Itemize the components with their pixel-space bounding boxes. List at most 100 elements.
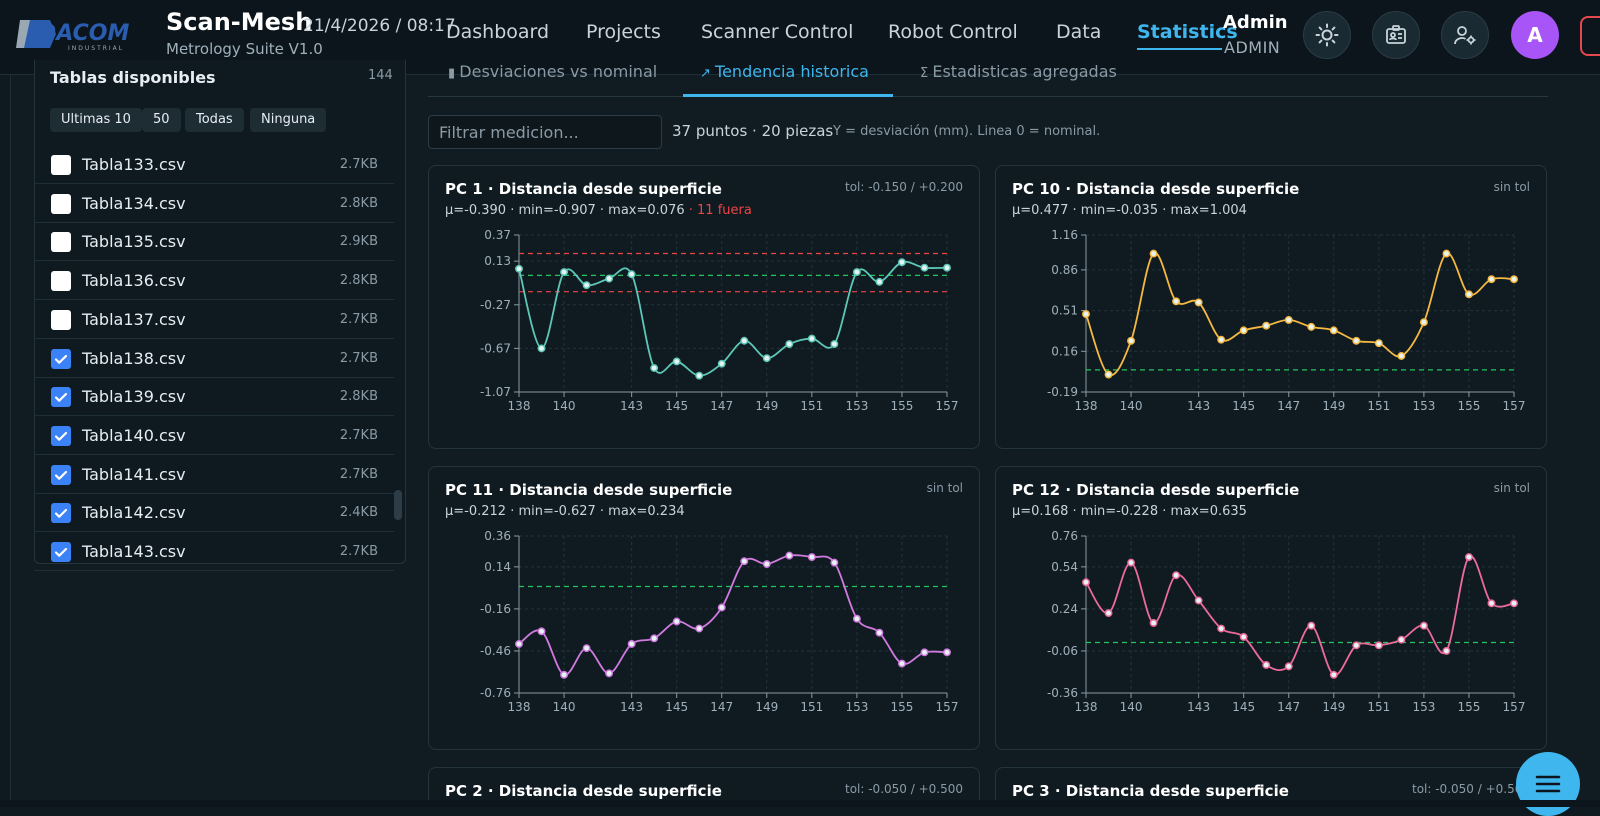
data-point[interactable] [582,644,591,653]
data-point[interactable] [807,553,816,561]
file-checkbox[interactable] [51,387,71,408]
file-row[interactable]: Tabla141.csv 2.7KB [34,456,394,494]
data-point[interactable] [1307,621,1316,630]
file-row[interactable]: Tabla133.csv 2.7KB [34,146,394,184]
data-point[interactable] [807,334,816,343]
data-point[interactable] [1082,310,1090,319]
data-point[interactable] [650,364,659,372]
data-point[interactable] [1442,646,1451,655]
select-all-button[interactable]: Todas [185,108,244,132]
file-checkbox[interactable] [51,271,71,292]
tab-deviations[interactable]: ▮ Desviaciones vs nominal [448,62,658,81]
data-point[interactable] [1104,370,1113,379]
data-point[interactable] [672,617,681,626]
file-row[interactable]: Tabla142.csv 2.4KB [34,494,394,533]
file-row[interactable]: Tabla143.csv 2.7KB [34,533,394,571]
data-point[interactable] [852,268,861,277]
data-point[interactable] [695,624,704,633]
data-point[interactable] [1397,635,1406,644]
data-point[interactable] [852,614,861,623]
file-checkbox[interactable] [51,503,71,524]
data-point[interactable] [1397,351,1406,360]
data-point[interactable] [740,336,749,345]
data-point[interactable] [605,669,614,678]
data-point[interactable] [897,659,906,668]
data-point[interactable] [1284,315,1293,324]
select-last-10-button[interactable]: Ultimas 10 [50,108,142,132]
data-point[interactable] [1239,326,1248,335]
data-point[interactable] [560,268,569,277]
nav-data[interactable]: Data [1056,21,1102,43]
nav-dashboard[interactable]: Dashboard [446,21,550,43]
data-point[interactable] [1374,641,1383,650]
data-point[interactable] [1262,661,1271,669]
file-checkbox[interactable] [51,425,71,446]
file-list-scrollbar[interactable] [394,490,402,520]
nav-scanner-control[interactable]: Scanner Control [701,21,854,43]
data-point[interactable] [1487,599,1496,608]
data-point[interactable] [717,603,726,612]
user-settings-button[interactable] [1441,11,1489,59]
data-point[interactable] [627,270,636,279]
data-point[interactable] [672,357,681,366]
logout-button[interactable] [1580,16,1600,56]
data-point[interactable] [627,639,636,648]
data-point[interactable] [1217,335,1226,344]
data-point[interactable] [537,627,546,636]
data-point[interactable] [1127,558,1136,567]
data-point[interactable] [897,258,906,267]
data-point[interactable] [943,648,951,657]
select-none-button[interactable]: Ninguna [250,108,327,132]
data-point[interactable] [1510,275,1518,284]
data-point[interactable] [560,670,569,679]
tab-trend[interactable]: ↗ Tendencia historica [700,62,869,81]
nav-projects[interactable]: Projects [586,21,661,43]
file-checkbox[interactable] [51,464,71,485]
data-point[interactable] [785,340,794,348]
data-point[interactable] [1104,609,1113,618]
data-point[interactable] [1082,578,1090,587]
data-point[interactable] [1127,336,1136,345]
file-row[interactable]: Tabla139.csv 2.8KB [34,378,394,417]
data-point[interactable] [1487,275,1496,284]
data-point[interactable] [1284,662,1293,671]
file-checkbox[interactable] [51,232,71,253]
select-50-button[interactable]: 50 [142,108,181,132]
data-point[interactable] [1374,339,1383,348]
data-point[interactable] [830,558,839,567]
data-point[interactable] [1307,322,1316,331]
data-point[interactable] [1352,336,1361,345]
data-point[interactable] [717,359,726,368]
data-point[interactable] [1194,298,1203,307]
data-point[interactable] [762,354,771,363]
data-point[interactable] [605,274,614,283]
file-row[interactable]: Tabla137.csv 2.7KB [34,301,394,339]
data-point[interactable] [515,264,523,273]
nav-robot-control[interactable]: Robot Control [888,21,1018,43]
file-checkbox[interactable] [51,193,71,214]
data-point[interactable] [920,263,929,272]
data-point[interactable] [875,628,884,637]
file-row[interactable]: Tabla140.csv 2.7KB [34,417,394,455]
data-point[interactable] [1510,599,1518,608]
data-point[interactable] [1464,290,1473,299]
file-checkbox[interactable] [51,542,71,562]
data-point[interactable] [582,281,591,290]
data-point[interactable] [1149,618,1158,627]
nav-statistics[interactable]: Statistics [1137,21,1238,43]
file-row[interactable]: Tabla135.csv 2.9KB [34,223,394,262]
data-point[interactable] [785,551,794,560]
data-point[interactable] [875,277,884,286]
data-point[interactable] [1172,297,1181,306]
file-checkbox[interactable] [51,348,71,369]
data-point[interactable] [650,634,659,643]
avatar[interactable]: A [1511,11,1559,59]
data-point[interactable] [1464,553,1473,561]
data-point[interactable] [1442,249,1451,258]
data-point[interactable] [1329,670,1338,679]
data-point[interactable] [695,371,704,380]
data-point[interactable] [537,344,546,353]
file-checkbox[interactable] [51,309,71,330]
data-point[interactable] [920,648,929,657]
data-point[interactable] [1239,632,1248,641]
